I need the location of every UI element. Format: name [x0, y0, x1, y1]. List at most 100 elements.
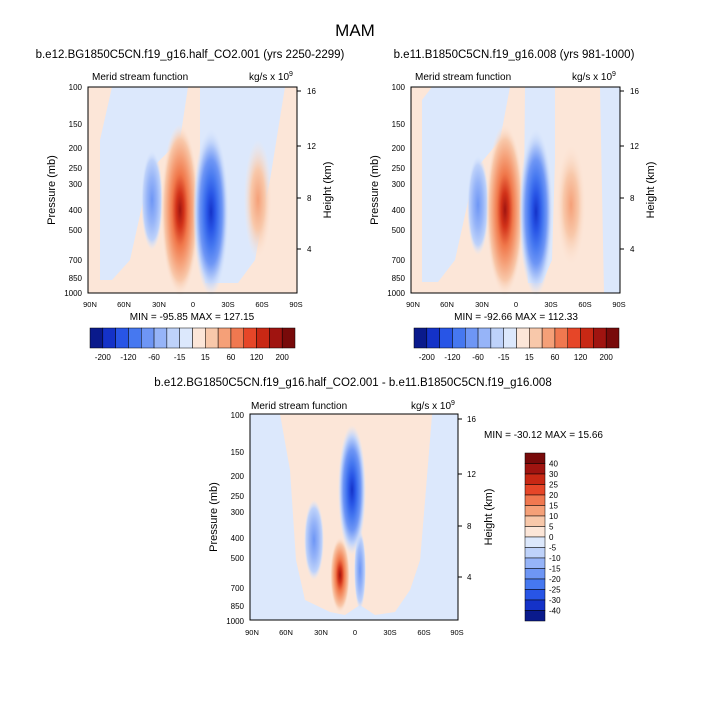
colorbar-swatch	[567, 327, 581, 349]
colorbar-swatch	[524, 473, 546, 485]
left-string: Merid stream function	[251, 401, 347, 412]
right-string: kg/s x 109	[572, 71, 616, 83]
right-string: kg/s x 109	[411, 400, 455, 412]
y-right-tick-label: 12	[467, 470, 476, 479]
contour-fill	[244, 140, 272, 260]
colorbar-swatch	[524, 557, 546, 569]
colorbar-swatch	[281, 327, 296, 349]
colorbar-label: -10	[549, 554, 561, 563]
y-right-tick-label: 16	[467, 415, 476, 424]
plot-border	[410, 86, 621, 294]
y-tick-label: 200	[392, 144, 406, 153]
y-tick-label: 400	[69, 206, 83, 215]
x-tick-label: 60N	[117, 300, 131, 309]
y-tick-label: 1000	[64, 289, 82, 298]
y-axis-left: 100 150 200 250 300 400 500 700 850 1000	[387, 83, 405, 298]
colorbar-label: -15	[498, 353, 510, 362]
min-max-label: MIN = -30.12 MAX = 15.66	[484, 430, 603, 441]
colorbar-swatch	[243, 327, 257, 349]
colorbar-swatch	[128, 327, 142, 349]
plot-border	[87, 86, 298, 294]
x-tick-label: 60N	[279, 628, 293, 637]
y-axis-right: 16 12 8 4	[297, 87, 316, 254]
y-tick-label: 100	[231, 411, 245, 420]
y-axis-right-title: Height (km)	[322, 162, 334, 219]
x-tick-label: 30N	[152, 300, 166, 309]
y-tick-label: 150	[231, 448, 245, 457]
y-axis-right-title: Height (km)	[645, 162, 657, 219]
y-tick-label: 400	[231, 534, 245, 543]
colorbar-swatch	[269, 327, 283, 349]
left-string: Merid stream function	[92, 72, 188, 83]
colorbar-swatch	[192, 327, 206, 349]
contour-fill	[519, 128, 553, 296]
colorbar-swatch	[524, 536, 546, 548]
colorbar-swatch	[179, 327, 193, 349]
contour-fill	[338, 425, 366, 555]
y-tick-label: 850	[69, 274, 83, 283]
colorbar-swatch	[153, 327, 168, 349]
colorbar-swatch	[524, 526, 546, 538]
contour-fill	[304, 500, 324, 580]
y-tick-label: 500	[392, 226, 406, 235]
colorbar-label: -20	[549, 575, 561, 584]
contour-fill	[330, 537, 350, 613]
y-tick-label: 200	[69, 144, 83, 153]
colorbar-swatch	[524, 463, 546, 475]
y-tick-label: 1000	[387, 289, 405, 298]
y-right-tick-label: 4	[307, 245, 312, 254]
colorbar-label: -200	[95, 353, 112, 362]
colorbar-label: 0	[549, 533, 554, 542]
colorbar-swatch	[605, 327, 620, 349]
plot-area	[249, 413, 459, 621]
y-axis-title: Pressure (mb)	[46, 155, 58, 225]
left-string: Merid stream function	[415, 72, 511, 83]
colorbar-label: 40	[549, 460, 558, 469]
colorbar-label: -120	[444, 353, 461, 362]
colorbar-swatch	[529, 327, 543, 349]
x-tick-label: 60N	[440, 300, 454, 309]
y-tick-label: 400	[392, 206, 406, 215]
colorbar-label: 30	[549, 470, 558, 479]
y-right-tick-label: 16	[307, 87, 316, 96]
colorbar-swatch	[477, 327, 492, 349]
colorbar-label: -25	[549, 586, 561, 595]
colorbar-swatch	[516, 327, 530, 349]
y-tick-label: 850	[231, 602, 245, 611]
y-tick-label: 850	[392, 274, 406, 283]
y-tick-label: 100	[392, 83, 406, 92]
y-tick-label: 700	[392, 256, 406, 265]
x-tick-label: 0	[514, 300, 518, 309]
x-tick-label: 60S	[417, 628, 430, 637]
contour-fill	[600, 87, 620, 293]
colorbar-label: -40	[549, 607, 561, 616]
panel-title: b.e12.BG1850C5CN.f19_g16.half_CO2.001 (y…	[36, 49, 345, 61]
contour-fill	[486, 124, 524, 296]
colorbar-label: 15	[549, 502, 558, 511]
x-axis: 90N 60N 30N 0 30S 60S 90S	[406, 300, 626, 309]
colorbar-swatch	[413, 327, 428, 349]
contour-fill	[161, 124, 199, 296]
y-right-tick-label: 12	[307, 142, 316, 151]
contour-fill	[385, 414, 432, 600]
colorbar-label: 20	[549, 491, 558, 500]
colorbar-swatch	[524, 610, 546, 622]
colorbar-swatch	[524, 578, 546, 590]
x-tick-label: 60S	[255, 300, 268, 309]
y-tick-label: 700	[231, 584, 245, 593]
colorbar-swatch	[166, 327, 180, 349]
colorbar-swatch	[230, 327, 244, 349]
colorbar-swatch	[256, 327, 270, 349]
contour-fill	[88, 87, 112, 293]
y-tick-label: 250	[69, 164, 83, 173]
colorbar-label: 120	[574, 353, 588, 362]
colorbar-label: -15	[174, 353, 186, 362]
colorbar-label: -60	[472, 353, 484, 362]
colorbar-swatch	[593, 327, 607, 349]
y-axis-right: 16 12 8 4	[620, 87, 639, 254]
colorbar-swatch	[465, 327, 479, 349]
y-tick-label: 250	[231, 492, 245, 501]
colorbar-swatch	[439, 327, 453, 349]
panel-top-right: b.e11.B1850C5CN.f19_g16.008 (yrs 981-100…	[369, 49, 657, 323]
